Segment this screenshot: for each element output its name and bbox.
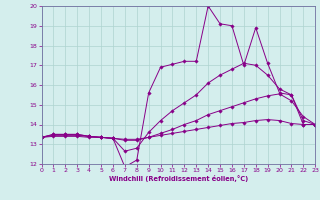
X-axis label: Windchill (Refroidissement éolien,°C): Windchill (Refroidissement éolien,°C): [109, 175, 248, 182]
